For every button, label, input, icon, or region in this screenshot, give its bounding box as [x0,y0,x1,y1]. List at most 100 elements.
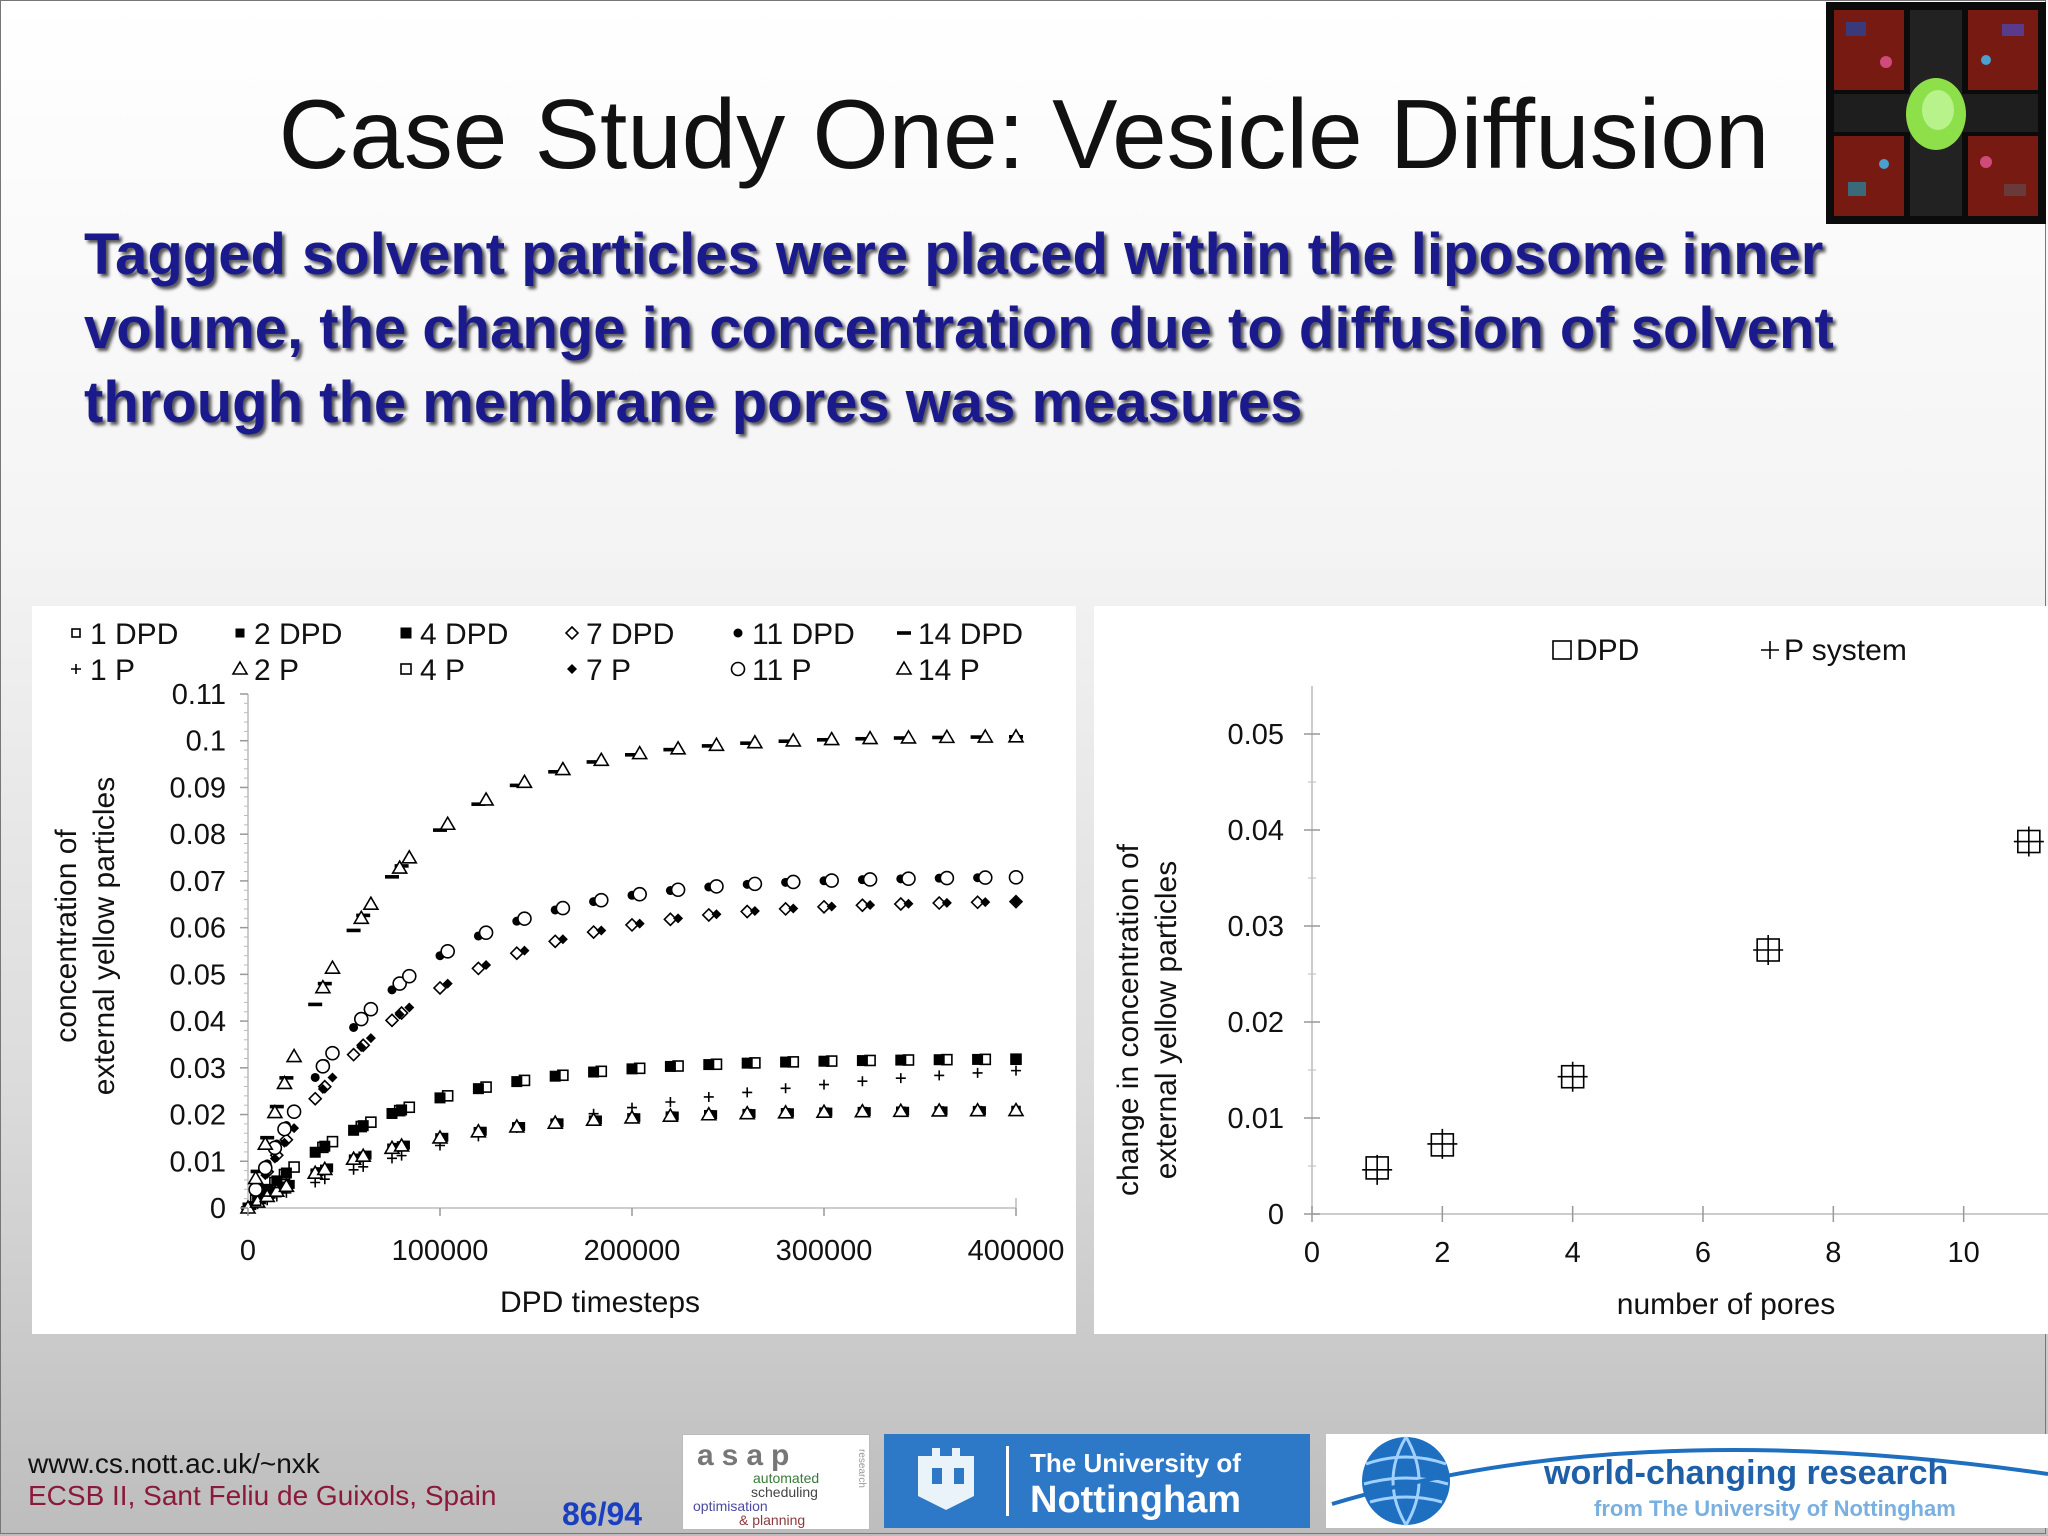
data-point [271,1175,283,1187]
body-line: Tagged solvent particles were placed wit… [84,222,1824,287]
y-tick-label: 0.09 [170,772,226,804]
series-14-p [247,728,1025,1185]
data-point [1010,1053,1022,1065]
data-point [742,1087,753,1098]
data-point [391,859,409,874]
data-point [319,1140,331,1152]
legend-label: 7 P [586,654,631,687]
university-logo-line2: Nottingham [1030,1479,1241,1521]
data-point [977,870,993,885]
data-point [516,773,533,789]
data-point [672,1060,684,1072]
data-point [288,1161,300,1173]
asap-logo-side: research [856,1449,867,1488]
data-point [972,1053,984,1065]
x-tick-label: 200000 [584,1235,681,1267]
data-point [588,1066,600,1078]
y-axis-label: change in concentration of [1112,843,1145,1196]
data-point [346,1047,361,1062]
data-point [826,901,837,912]
data-point [431,1129,449,1144]
data-point [266,1104,284,1119]
data-point [585,1111,602,1127]
data-point [519,945,530,956]
data-point [319,1174,330,1185]
y-tick-label: 0.06 [170,913,226,945]
x-tick-label: 10 [1948,1237,1980,1269]
x-axis-label: DPD timesteps [500,1286,700,1319]
data-point [549,1070,561,1082]
data-point [348,1164,359,1175]
data-point [315,1058,331,1074]
data-point [938,728,956,744]
data-point [327,1072,338,1083]
data-point [518,1074,531,1087]
data-point [663,747,678,752]
data-point [358,1161,369,1172]
data-point [892,1102,910,1118]
data-point [278,1177,295,1193]
asap-logo-line: optimisation [693,1498,768,1514]
data-point [269,1153,280,1164]
data-point [1007,728,1025,743]
y-tick-label: 0.05 [170,959,226,991]
data-point [970,735,985,739]
data-point [353,1011,369,1027]
data-point [855,736,870,741]
chart-legend: 1 DPD 2 DPD 4 DPD 7 DPD 11 DPD 14 DPD 1 P 2 P 4 … [71,618,1023,687]
data-point [472,1083,484,1095]
data-point [325,1045,340,1061]
data-point [586,760,601,764]
data-point [432,980,448,996]
page-number: 86/94 [562,1496,643,1532]
series-14-dpd [241,734,1023,1210]
x-tick-label: 0 [240,1235,256,1267]
data-point [893,896,908,912]
data-point [310,1177,321,1188]
legend-marker [231,660,249,675]
data-point [557,1069,569,1082]
data-point [509,783,524,788]
data-point [356,1042,367,1053]
data-point [1008,870,1024,885]
data-point [396,1150,407,1161]
data-point [634,918,645,929]
world-changing-research-logo: world-changing research from The Univers… [1326,1434,2048,1528]
data-point [778,739,793,744]
data-point [788,903,799,914]
data-point [276,1074,293,1090]
data-point [747,876,763,892]
data-point [780,1056,792,1068]
data-point [517,911,532,926]
data-point [746,734,764,749]
data-point [665,1097,676,1108]
x-tick-label: 0 [1304,1237,1320,1269]
data-point [749,905,760,916]
data-point [980,897,991,908]
data-point [546,1114,564,1129]
data-point [308,1002,323,1007]
asap-logo-line: automated [753,1470,819,1486]
footer-url[interactable]: www.cs.nott.ac.uk/~nxk [28,1448,320,1479]
legend-label: 7 DPD [586,618,674,651]
data-point [592,751,610,767]
y-tick-label: 0.03 [1228,911,1284,943]
asap-logo-name: asap [697,1439,797,1472]
data-point [555,900,571,916]
data-point [511,1076,523,1088]
y-tick-label: 0 [210,1193,226,1225]
data-point [250,1169,265,1174]
data-point [400,849,418,864]
wcr-logo-line2: from The University of Nottingham [1594,1496,1956,1521]
y-tick-label: 0.07 [170,866,226,898]
data-point [701,744,716,748]
data-point [362,895,380,910]
data-point [673,913,684,924]
data-point [1011,1065,1021,1076]
data-point [279,1076,294,1080]
slide-body: Tagged solvent particles were placed wit… [84,218,1864,440]
data-point [1557,1061,1588,1092]
data-point [285,1047,303,1063]
data-point [348,1124,360,1136]
data-point [934,1070,945,1081]
